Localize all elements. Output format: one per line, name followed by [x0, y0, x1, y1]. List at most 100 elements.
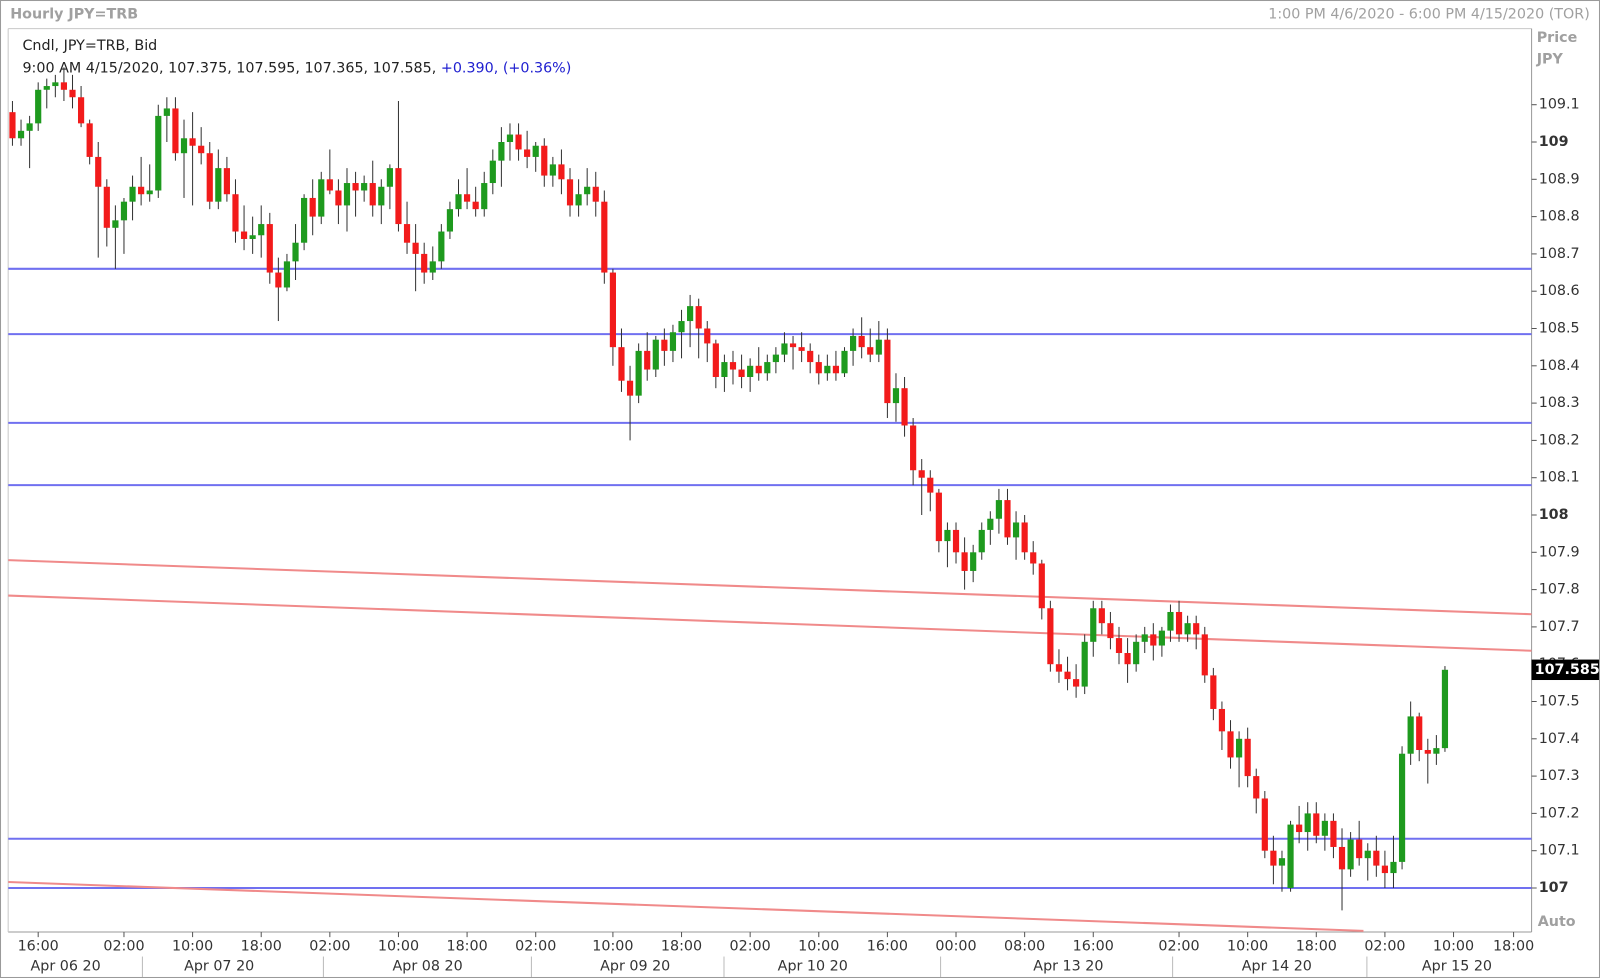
- trend-line: [8, 559, 1532, 616]
- trend-line: [8, 881, 1364, 932]
- last-price-label: 107.585: [1535, 662, 1600, 678]
- candle-body: [1381, 865, 1388, 874]
- candle-body: [472, 201, 479, 210]
- candle-body: [918, 470, 925, 478]
- candle-body: [626, 380, 634, 396]
- candle-body: [1390, 861, 1397, 874]
- x-tick-label: 18:00: [446, 938, 487, 954]
- candle-body: [1416, 716, 1423, 750]
- candle-body: [60, 82, 68, 90]
- candle-body: [609, 272, 616, 348]
- candle-body: [1227, 731, 1234, 758]
- candle-body: [584, 186, 591, 195]
- date-label: Apr 10 20: [778, 959, 848, 975]
- candle-body: [1175, 611, 1183, 635]
- date-label: Apr 08 20: [393, 959, 463, 975]
- candle-body: [283, 261, 291, 288]
- x-tick-label: 10:00: [378, 938, 419, 954]
- y-tick-label: 108.6: [1539, 283, 1580, 299]
- candle-body: [532, 145, 539, 157]
- candle-body: [120, 201, 128, 221]
- candle-body: [1167, 611, 1174, 631]
- y-tick-label: 109: [1539, 134, 1569, 150]
- candle-body: [978, 529, 985, 553]
- candle-body: [249, 235, 256, 239]
- candle-body: [927, 477, 934, 493]
- candle-body: [403, 224, 411, 243]
- candle-body: [541, 145, 548, 176]
- x-tick-label: 16:00: [18, 938, 59, 954]
- candle-body: [1038, 563, 1045, 609]
- candle-body: [1321, 820, 1328, 836]
- candle-body: [935, 492, 942, 542]
- candle-body: [1098, 608, 1105, 624]
- candle-body: [77, 97, 85, 124]
- candle-body: [1133, 641, 1140, 665]
- x-tick-label: 02:00: [1158, 938, 1199, 954]
- y-tick-label: 108.8: [1539, 209, 1580, 225]
- candle-body: [678, 321, 685, 333]
- candle-body: [884, 339, 891, 404]
- candle-body: [206, 153, 213, 202]
- candle-body: [824, 365, 831, 374]
- candle-body: [198, 145, 205, 154]
- y-tick-label: 109.1: [1539, 97, 1580, 113]
- x-tick-label: 18:00: [661, 938, 702, 954]
- candle-body: [1055, 664, 1063, 672]
- y-axis-unit: JPY: [1536, 51, 1564, 67]
- candle-body: [172, 108, 179, 154]
- candle-body: [112, 220, 119, 228]
- candle-body: [815, 362, 822, 374]
- candle-body: [1235, 738, 1243, 758]
- candle-body: [446, 209, 454, 232]
- candle-body: [1047, 608, 1054, 665]
- candle-body: [1090, 608, 1097, 642]
- x-tick-label: 16:00: [867, 938, 908, 954]
- candle-body: [1193, 623, 1200, 635]
- candle-body: [155, 115, 162, 191]
- info-change: +0.390,: [441, 60, 498, 76]
- candle-body: [1441, 669, 1449, 749]
- candle-body: [747, 365, 754, 377]
- candle-body: [17, 130, 25, 139]
- date-label: Apr 06 20: [31, 959, 101, 975]
- candle-body: [26, 123, 33, 131]
- candle-body: [146, 190, 153, 195]
- candle-body: [378, 186, 385, 206]
- candle-body: [738, 369, 745, 377]
- candle-body: [69, 89, 76, 98]
- candle-body: [506, 134, 514, 143]
- candle-body: [515, 134, 522, 150]
- y-tick-label: 107: [1539, 880, 1569, 896]
- candle-body: [849, 335, 857, 351]
- candle-body: [258, 224, 265, 236]
- axes: 109.1 109 108.9 108.8 108.7 108.6 108.5 108.4 10…: [18, 97, 1600, 977]
- candle-body: [1261, 798, 1268, 851]
- x-tick-label: 10:00: [1227, 938, 1268, 954]
- y-tick-label: 107.2: [1539, 805, 1580, 821]
- info-line: 9:00 AM 4/15/2020, 107.375, 107.595, 107…: [22, 60, 571, 76]
- candle-body: [1030, 552, 1037, 564]
- x-tick-label: 02:00: [515, 938, 556, 954]
- candle-body: [1081, 641, 1088, 687]
- x-tick-label: 18:00: [241, 938, 282, 954]
- candle-body: [1253, 776, 1260, 799]
- candle-body: [1287, 824, 1294, 888]
- candle-body: [1356, 839, 1363, 859]
- x-tick-label: 00:00: [935, 938, 976, 954]
- x-tick-label: 10:00: [798, 938, 839, 954]
- candle-body: [695, 306, 702, 329]
- date-label: Apr 09 20: [600, 959, 670, 975]
- candle-body: [807, 350, 814, 363]
- candle-body: [1073, 679, 1080, 687]
- candle-body: [1158, 630, 1165, 646]
- candle-body: [601, 201, 608, 273]
- candle-body: [1304, 813, 1311, 833]
- candle-body: [1398, 753, 1406, 862]
- candle-body: [318, 179, 325, 217]
- candle-body: [1184, 623, 1191, 635]
- y-tick-label: 107.4: [1539, 731, 1580, 747]
- candle-body: [1270, 850, 1277, 866]
- candle-body: [618, 347, 625, 381]
